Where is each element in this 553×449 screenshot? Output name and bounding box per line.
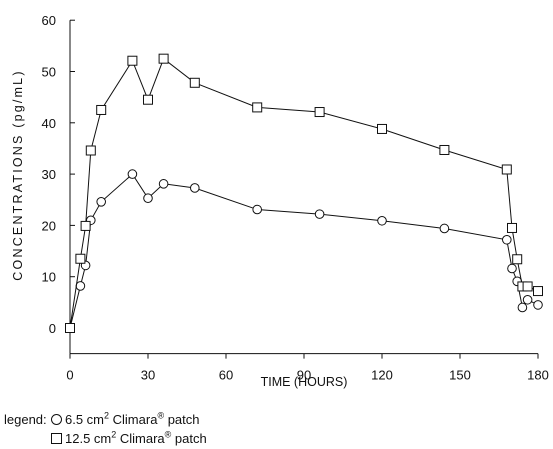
data-point-circle <box>75 281 86 291</box>
data-point-circle <box>143 193 153 204</box>
legend-item-suffix: patch <box>171 431 207 446</box>
data-point-circle <box>190 183 200 193</box>
circle-marker-icon <box>51 414 62 425</box>
data-point-square <box>65 323 75 333</box>
legend-item-registered: ® <box>157 410 165 421</box>
data-point-square <box>75 253 86 264</box>
data-point-square <box>127 55 138 66</box>
legend-item-registered: ® <box>164 429 172 440</box>
x-tick-label: 120 <box>371 368 393 383</box>
concentration-chart: 0 10 20 30 40 50 60 0 30 60 90 120 150 180 TIME (HOUR… <box>11 13 549 389</box>
data-point-square <box>189 77 200 88</box>
data-point-circle <box>252 204 263 215</box>
data-point-circle <box>533 300 543 310</box>
data-point-square <box>377 123 387 134</box>
data-point-circle <box>517 302 528 313</box>
axes: 0 10 20 30 40 50 60 0 30 60 90 120 150 180 <box>42 13 549 382</box>
data-point-circle <box>502 234 512 245</box>
data-point-circle <box>377 215 387 226</box>
legend-item-brand: Climara <box>116 431 165 446</box>
y-tick-label: 30 <box>42 167 56 182</box>
y-tick-label: 60 <box>42 13 56 28</box>
data-point-circle <box>522 294 533 305</box>
x-tick-label: 30 <box>141 368 155 383</box>
data-point-circle <box>507 263 517 274</box>
legend: legend: 6.5 cm2 Climara® patch 12.5 cm2 C… <box>4 410 207 448</box>
series-layer <box>65 53 543 333</box>
data-point-square <box>96 104 107 115</box>
data-point-circle <box>96 197 106 207</box>
legend-item-superscript: 2 <box>104 410 110 421</box>
legend-lead-label: legend: <box>4 412 47 427</box>
legend-item-suffix: patch <box>164 412 200 427</box>
legend-item-12-5: 12.5 cm2 Climara® patch <box>4 429 207 448</box>
x-tick-label: 0 <box>66 368 73 383</box>
legend-item-6-5: legend: 6.5 cm2 Climara® patch <box>4 410 207 429</box>
x-axis-label: TIME (HOURS) <box>261 375 348 389</box>
data-point-square <box>252 102 263 113</box>
data-point-square <box>507 222 517 233</box>
y-tick-label: 40 <box>42 116 56 131</box>
series-line <box>69 57 539 329</box>
y-tick-label: 20 <box>42 218 56 233</box>
x-tick-label: 90 <box>297 368 311 383</box>
data-point-circle <box>127 169 138 179</box>
legend-item-superscript: 2 <box>111 429 117 440</box>
data-point-circle <box>439 223 450 234</box>
legend-item-prefix: 6.5 cm <box>65 412 105 427</box>
data-point-square <box>512 254 523 265</box>
legend-item-prefix: 12.5 cm <box>65 431 112 446</box>
y-tick-label: 0 <box>49 321 56 336</box>
legend-item-brand: Climara <box>109 412 158 427</box>
data-point-square <box>439 144 450 155</box>
series-line <box>69 173 539 329</box>
y-tick-label: 50 <box>42 65 56 80</box>
series-6-5-cm2 <box>65 169 543 333</box>
data-point-circle <box>314 209 325 219</box>
data-point-square <box>85 145 96 156</box>
y-axis-label: CONCENTRATIONS (pg/mL) <box>11 69 25 280</box>
data-point-square <box>158 53 169 64</box>
data-point-circle <box>158 179 169 189</box>
data-point-square <box>80 220 91 231</box>
data-point-square <box>533 286 543 297</box>
data-point-square <box>314 107 325 118</box>
x-tick-label: 150 <box>449 368 471 383</box>
data-point-square <box>501 164 512 175</box>
square-marker-icon <box>51 433 62 444</box>
data-point-square <box>143 94 153 105</box>
data-point-square <box>522 281 533 292</box>
x-tick-label: 60 <box>219 368 233 383</box>
x-tick-label: 180 <box>527 368 549 383</box>
y-tick-label: 10 <box>42 270 56 285</box>
series-12-5-cm2 <box>65 53 543 333</box>
